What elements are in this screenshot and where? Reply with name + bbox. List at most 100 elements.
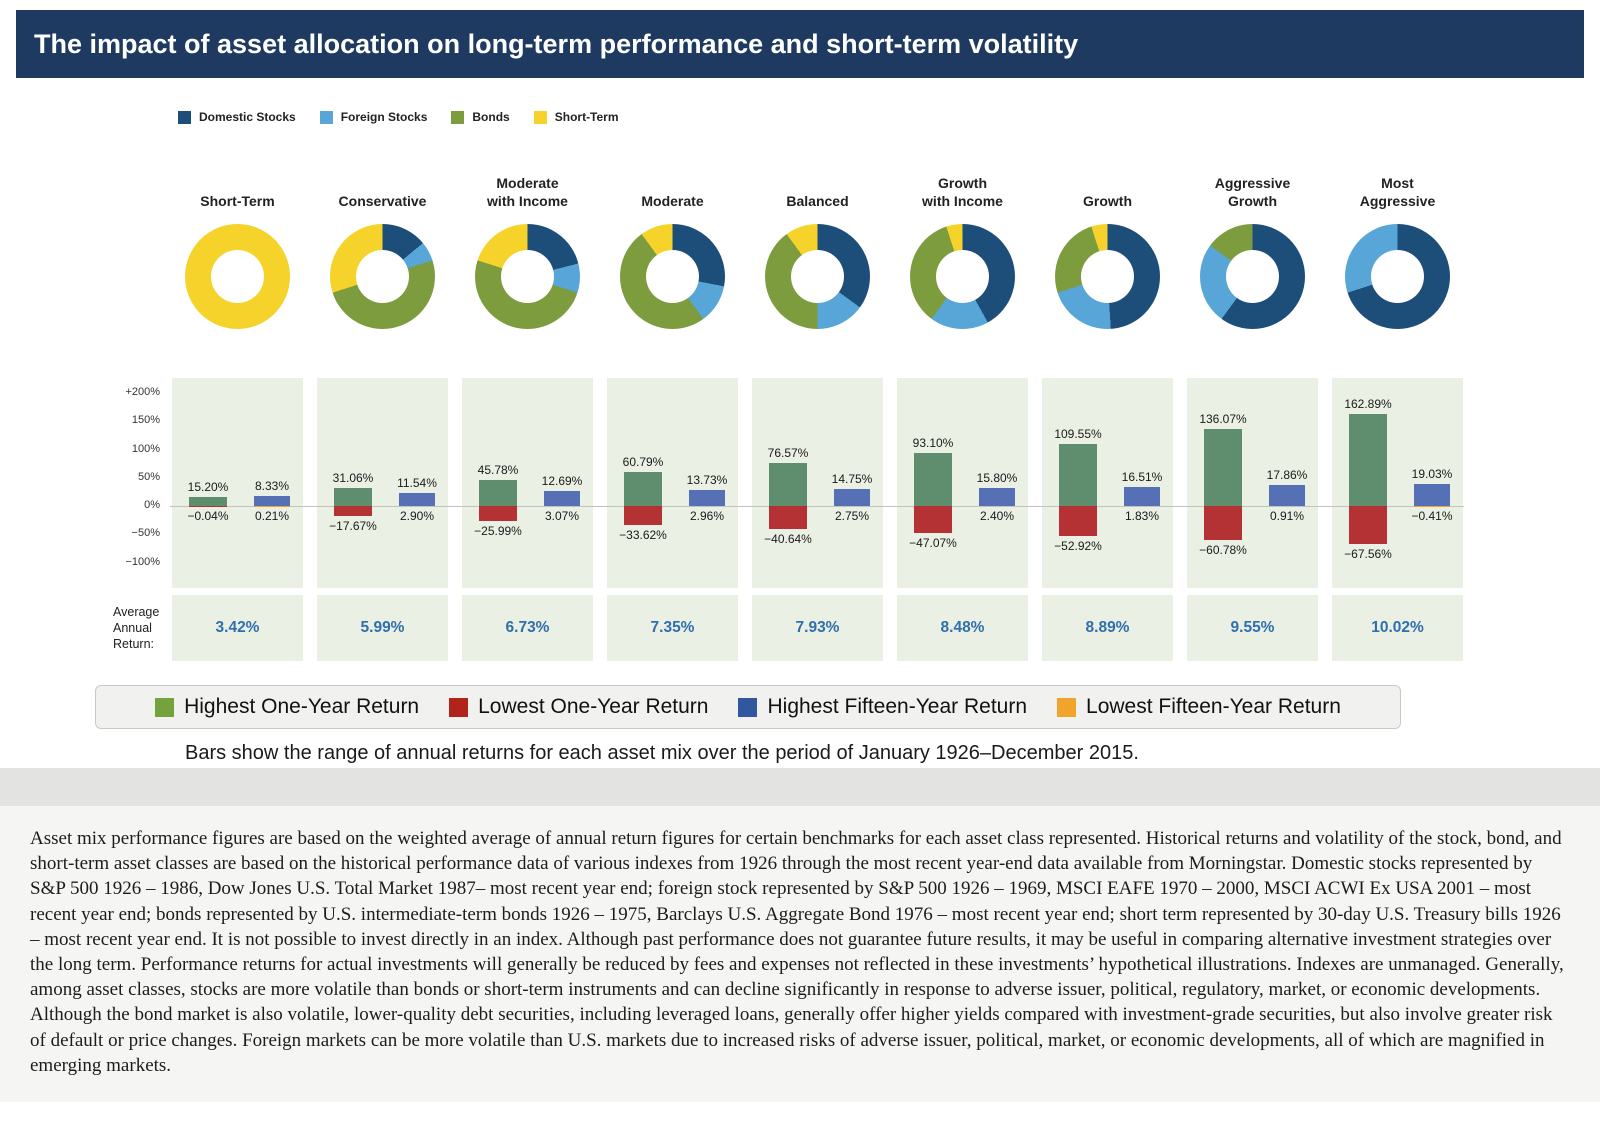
portfolio-name: Growth: [1030, 164, 1185, 210]
legend-swatch-icon: [178, 110, 191, 124]
lowest-one-year-bar: [1204, 506, 1242, 541]
lowest-fifteen-year-value: −0.41%: [1411, 509, 1453, 524]
highest-one-year-bar: [914, 453, 952, 506]
donut-hole: [211, 250, 264, 303]
legend-swatch-icon: [738, 697, 758, 717]
allocation-donut-chart: [1345, 224, 1450, 329]
asset-legend-item: Foreign Stocks: [319, 110, 427, 124]
portfolio-name: Aggressive Growth: [1175, 164, 1330, 210]
portfolio-column: Growth with Income 93.10% −47.07% 15.80% 2.40…: [897, 78, 1028, 768]
lowest-one-year-bar: [914, 506, 952, 533]
average-return-label-line: Annual: [113, 621, 152, 635]
average-return-label-line: Return:: [113, 637, 154, 651]
highest-fifteen-year-value: 12.69%: [541, 474, 583, 489]
highest-fifteen-year-value: 17.86%: [1266, 468, 1308, 483]
chart-caption: Bars show the range of annual returns fo…: [185, 742, 1139, 764]
highest-one-year-value: 15.20%: [187, 480, 229, 495]
highest-fifteen-year-value: 14.75%: [831, 472, 873, 487]
disclaimer-section: Asset mix performance figures are based …: [0, 806, 1600, 1103]
average-annual-return-panel: 3.42%: [172, 595, 303, 661]
lowest-one-year-value: −25.99%: [474, 523, 522, 538]
legend-swatch-icon: [533, 110, 547, 124]
lowest-fifteen-year-value: 2.40%: [979, 509, 1015, 523]
lowest-one-year-value: −67.56%: [1344, 547, 1392, 562]
portfolio-name-line: with Income: [487, 193, 568, 209]
returns-bar-panel: 162.89% −67.56% 19.03% −0.41%: [1332, 378, 1463, 588]
lowest-fifteen-year-value: 0.21%: [254, 509, 290, 523]
highest-fifteen-year-value: 13.73%: [686, 473, 728, 488]
portfolio-name: Moderate with Income: [450, 164, 605, 210]
portfolio-name: Short-Term: [160, 164, 315, 210]
highest-one-year-bar: [769, 462, 807, 506]
average-annual-return-value: 7.93%: [795, 619, 840, 636]
portfolio-columns: Short-Term 15.20% −0.04% 8.33% 0.21% 3.42% Con…: [172, 78, 1463, 768]
returns-bar-panel: 109.55% −52.92% 16.51% 1.83%: [1042, 378, 1173, 588]
returns-legend-item: Lowest Fifteen-Year Return: [1057, 695, 1341, 719]
average-annual-return-panel: 9.55%: [1187, 595, 1318, 661]
returns-legend-label: Lowest One-Year Return: [478, 695, 709, 718]
highest-one-year-value: 136.07%: [1199, 412, 1247, 427]
highest-fifteen-year-bar: [1124, 487, 1160, 506]
donut-hole: [356, 250, 409, 303]
y-axis-tick-label: 150%: [131, 414, 160, 427]
highest-fifteen-year-bar: [544, 491, 580, 506]
lowest-fifteen-year-value: 2.90%: [399, 509, 435, 523]
allocation-donut-chart: [185, 224, 290, 329]
legend-swatch-icon: [155, 697, 175, 717]
average-annual-return-value: 10.02%: [1371, 619, 1424, 636]
asset-legend-item: Domestic Stocks: [178, 110, 296, 124]
y-axis-tick-label: −100%: [125, 555, 160, 568]
highest-one-year-value: 93.10%: [912, 436, 954, 451]
lowest-fifteen-year-value: 1.83%: [1124, 509, 1160, 523]
average-annual-return-panel: 7.35%: [607, 595, 738, 661]
legend-swatch-icon: [449, 697, 469, 717]
asset-legend-item: Bonds: [451, 110, 510, 124]
donut-hole: [646, 250, 699, 303]
donut-hole: [791, 250, 844, 303]
portfolio-name-line: Short-Term: [200, 193, 275, 209]
y-axis-tick-label: 100%: [131, 442, 160, 455]
legend-swatch-icon: [319, 110, 333, 124]
returns-legend-item: Highest One-Year Return: [155, 695, 419, 719]
average-annual-return-label: Average Annual Return:: [113, 604, 159, 652]
lowest-one-year-bar: [1059, 506, 1097, 536]
portfolio-name-line: Balanced: [786, 193, 849, 209]
highest-one-year-value: 45.78%: [477, 463, 519, 478]
allocation-donut-chart: [620, 224, 725, 329]
portfolio-column: Most Aggressive 162.89% −67.56% 19.03% −0.41%…: [1332, 78, 1463, 768]
portfolio-name-line: Conservative: [338, 193, 427, 209]
lowest-fifteen-year-value: 2.75%: [834, 509, 870, 523]
allocation-donut-chart: [910, 224, 1015, 329]
legend-swatch-icon: [451, 110, 465, 124]
returns-bar-panel: 136.07% −60.78% 17.86% 0.91%: [1187, 378, 1318, 588]
lowest-one-year-bar: [624, 506, 662, 525]
average-annual-return-value: 3.42%: [215, 619, 260, 636]
portfolio-column: Growth 109.55% −52.92% 16.51% 1.83% 8.89%: [1042, 78, 1173, 768]
allocation-donut-chart: [330, 224, 435, 329]
average-annual-return-value: 5.99%: [360, 619, 405, 636]
donut-hole: [936, 250, 989, 303]
lowest-one-year-value: −0.04%: [187, 509, 229, 524]
average-annual-return-panel: 7.93%: [752, 595, 883, 661]
average-annual-return-panel: 6.73%: [462, 595, 593, 661]
asset-legend-item: Short-Term: [533, 110, 619, 124]
portfolio-name-line: Aggressive: [1214, 175, 1291, 191]
y-axis-tick-label: +200%: [125, 386, 160, 398]
separator-band: [0, 768, 1600, 806]
portfolio-name: Conservative: [305, 164, 460, 210]
asset-legend-label: Bonds: [472, 110, 510, 124]
highest-one-year-bar: [334, 488, 372, 506]
donut-hole: [1371, 250, 1424, 303]
y-axis-tick-label: −50%: [131, 527, 160, 540]
lowest-one-year-value: −17.67%: [329, 518, 377, 533]
returns-bar-panel: 31.06% −17.67% 11.54% 2.90%: [317, 378, 448, 588]
highest-one-year-value: 109.55%: [1054, 427, 1102, 442]
returns-legend-item: Lowest One-Year Return: [449, 695, 708, 719]
returns-bar-panel: 45.78% −25.99% 12.69% 3.07%: [462, 378, 593, 588]
zero-line: [170, 506, 1464, 507]
returns-legend-item: Highest Fifteen-Year Return: [738, 695, 1027, 719]
highest-fifteen-year-bar: [979, 487, 1015, 506]
highest-fifteen-year-bar: [1414, 484, 1450, 506]
lowest-one-year-bar: [769, 506, 807, 529]
highest-fifteen-year-bar: [399, 492, 435, 506]
